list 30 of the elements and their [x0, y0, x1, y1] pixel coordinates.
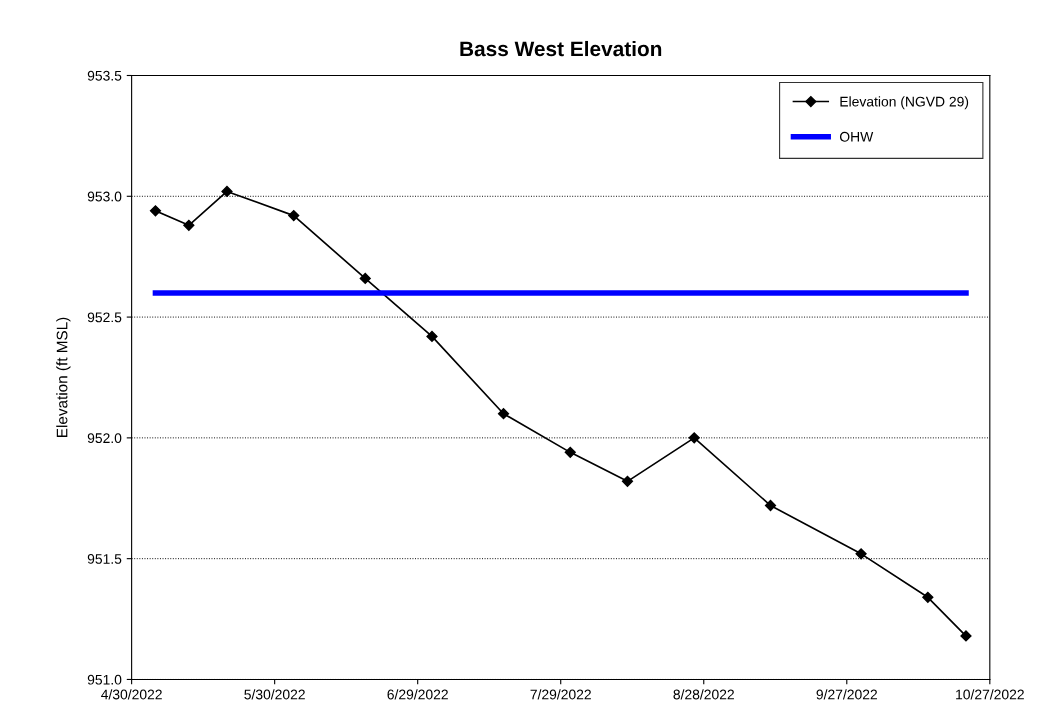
point: [764, 499, 777, 512]
point: [855, 548, 867, 560]
point: [288, 210, 300, 222]
y-tick-label: 952.0: [87, 433, 122, 444]
legend-label: Elevation (NGVD 29): [840, 96, 969, 110]
x-tick-label: 9/27/2022: [816, 689, 877, 700]
y-tick-label: 951.0: [87, 674, 122, 685]
point: [497, 408, 510, 420]
point: [564, 446, 576, 458]
point: [183, 219, 195, 231]
x-tick-label: 8/28/2022: [673, 689, 734, 700]
point: [359, 272, 371, 285]
legend-label: OHW: [839, 131, 874, 142]
x-tick-label: 7/29/2022: [530, 689, 591, 700]
x-tick-label: 6/29/2022: [387, 689, 448, 700]
y-tick-label: 951.5: [87, 554, 122, 564]
y-tick-label: 953.5: [87, 70, 122, 81]
point: [426, 330, 438, 343]
point: [922, 591, 934, 603]
x-tick-label: 10/27/2022: [956, 689, 1024, 700]
point: [149, 205, 162, 217]
y-axis-title: Elevation (ft MSL): [56, 317, 71, 437]
point: [221, 185, 233, 198]
y-tick-label: 953.0: [87, 191, 122, 202]
x-tick-label: 5/30/2022: [244, 689, 305, 700]
point: [688, 432, 700, 444]
x-tick-label: 4/30/2022: [101, 689, 162, 700]
chart-title: Bass West Elevation: [460, 40, 662, 57]
point: [621, 475, 634, 487]
y-tick-label: 952.5: [87, 312, 122, 323]
